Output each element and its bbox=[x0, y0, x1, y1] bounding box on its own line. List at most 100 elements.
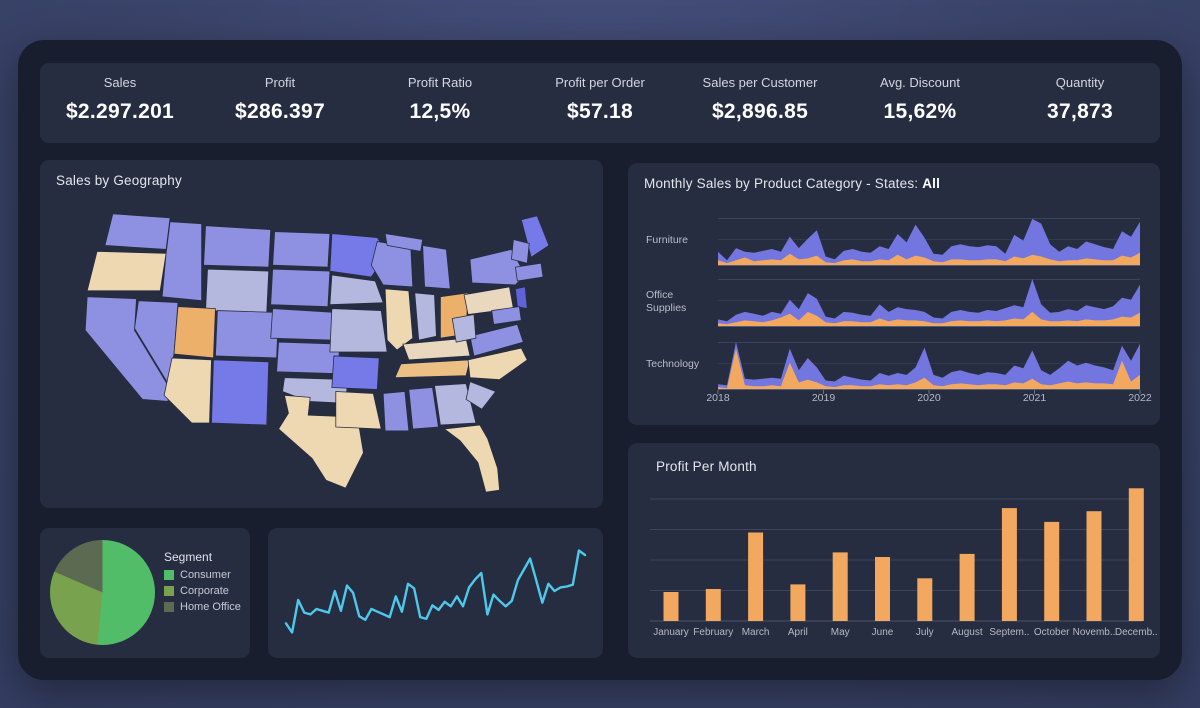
bar-march[interactable] bbox=[748, 532, 764, 622]
kpi-label: Profit per Order bbox=[555, 75, 645, 90]
legend-item-corporate[interactable]: Corporate bbox=[164, 585, 241, 597]
us-map[interactable] bbox=[72, 204, 572, 500]
x-tick-2018: 2018 bbox=[706, 392, 730, 404]
state-WV[interactable] bbox=[451, 314, 477, 343]
sales-area-technology[interactable] bbox=[718, 342, 1140, 389]
home-office-swatch-icon bbox=[164, 602, 174, 612]
state-MA_CT_RI[interactable] bbox=[514, 262, 544, 282]
states-filter-value[interactable]: All bbox=[922, 176, 941, 191]
area-chart-technology[interactable] bbox=[717, 342, 1141, 395]
sparkline-path[interactable] bbox=[284, 549, 587, 634]
sales-area-furniture[interactable] bbox=[718, 218, 1140, 265]
kpi-sales-per-customer[interactable]: Sales per Customer $2,896.85 bbox=[680, 63, 840, 143]
x-tick-2021: 2021 bbox=[1022, 392, 1047, 404]
state-IL[interactable] bbox=[384, 288, 414, 351]
state-IN[interactable] bbox=[414, 292, 437, 341]
consumer-swatch-icon bbox=[164, 570, 174, 580]
bar-october[interactable] bbox=[1044, 521, 1060, 621]
sales-by-geography-panel: Sales by Geography bbox=[40, 160, 603, 508]
kpi-value: $2.297.201 bbox=[65, 100, 175, 123]
state-NJ[interactable] bbox=[514, 286, 528, 310]
bar-april[interactable] bbox=[790, 584, 806, 621]
state-ID[interactable] bbox=[161, 221, 203, 302]
kpi-profit-ratio[interactable]: Profit Ratio 12,5% bbox=[360, 63, 520, 143]
bar-label-march: March bbox=[742, 627, 770, 638]
bar-septem[interactable] bbox=[1001, 508, 1017, 621]
bar-january[interactable] bbox=[663, 592, 679, 621]
state-GA[interactable] bbox=[434, 383, 477, 426]
state-SC[interactable] bbox=[465, 381, 497, 410]
kpi-label: Profit Ratio bbox=[407, 75, 473, 90]
bar-label-january: January bbox=[653, 627, 689, 638]
state-MT[interactable] bbox=[203, 225, 272, 268]
bar-label-july: July bbox=[916, 627, 934, 638]
bar-decemb[interactable] bbox=[1128, 488, 1144, 621]
state-TN[interactable] bbox=[394, 359, 471, 379]
x-tick-2022: 2022 bbox=[1128, 392, 1152, 404]
state-IA[interactable] bbox=[329, 274, 384, 306]
kpi-profit-per-order[interactable]: Profit per Order $57.18 bbox=[520, 63, 680, 143]
bar-label-novemb: Novemb.. bbox=[1073, 627, 1116, 638]
corporate-swatch-icon bbox=[164, 586, 174, 596]
legend-title: Segment bbox=[164, 550, 213, 564]
legend-label: Home Office bbox=[180, 601, 241, 613]
state-VT_NH[interactable] bbox=[511, 239, 530, 264]
bar-label-decemb: Decemb.. bbox=[1115, 627, 1158, 638]
state-NM[interactable] bbox=[211, 359, 270, 426]
profit-bar-chart[interactable]: January February March April May June July Augu… bbox=[646, 485, 1162, 645]
kpi-label: Avg. Discount bbox=[880, 75, 960, 90]
state-AZ[interactable] bbox=[163, 357, 212, 424]
kpi-value: 12,5% bbox=[409, 100, 471, 123]
state-ND[interactable] bbox=[272, 231, 331, 268]
sales-sparkline-chart[interactable] bbox=[280, 538, 591, 646]
monthly-panel-title: Monthly Sales by Product Category - Stat… bbox=[644, 176, 941, 191]
profit-area-office-supplies[interactable] bbox=[718, 311, 1140, 326]
kpi-avg-discount[interactable]: Avg. Discount 15,62% bbox=[840, 63, 1000, 143]
segment-pie-chart[interactable] bbox=[50, 540, 155, 645]
state-UT[interactable] bbox=[173, 306, 216, 359]
dashboard-container: Sales $2.297.201 Profit $286.397 Profit … bbox=[18, 40, 1182, 680]
x-tick-2019: 2019 bbox=[811, 392, 836, 404]
kpi-profit[interactable]: Profit $286.397 bbox=[200, 63, 360, 143]
bar-february[interactable] bbox=[705, 589, 721, 621]
state-KY[interactable] bbox=[402, 337, 471, 361]
bar-novemb[interactable] bbox=[1086, 511, 1102, 621]
bar-july[interactable] bbox=[917, 578, 933, 621]
profit-area-technology[interactable] bbox=[718, 348, 1140, 389]
state-WY[interactable] bbox=[205, 268, 270, 313]
kpi-quantity[interactable]: Quantity 37,873 bbox=[1000, 63, 1160, 143]
state-MI_UP[interactable] bbox=[384, 233, 424, 252]
bar-label-february: February bbox=[693, 627, 733, 638]
legend-item-home-office[interactable]: Home Office bbox=[164, 601, 241, 613]
state-FL[interactable] bbox=[443, 424, 501, 493]
profit-area-furniture[interactable] bbox=[718, 252, 1140, 265]
kpi-sales[interactable]: Sales $2.297.201 bbox=[40, 63, 200, 143]
state-MD_DE[interactable] bbox=[491, 306, 522, 325]
bar-august[interactable] bbox=[959, 553, 975, 621]
state-AL[interactable] bbox=[408, 387, 439, 430]
legend-item-consumer[interactable]: Consumer bbox=[164, 569, 241, 581]
bar-may[interactable] bbox=[832, 552, 848, 621]
state-OR[interactable] bbox=[86, 250, 167, 292]
state-VA[interactable] bbox=[469, 323, 524, 357]
state-NE[interactable] bbox=[270, 308, 337, 341]
state-SD[interactable] bbox=[270, 268, 331, 308]
state-MO[interactable] bbox=[329, 308, 388, 353]
state-NC[interactable] bbox=[467, 347, 528, 381]
bar-label-april: April bbox=[788, 627, 808, 638]
bar-label-june: June bbox=[872, 627, 894, 638]
profit-per-month-panel: Profit Per Month January February March Apr… bbox=[628, 443, 1160, 658]
state-LA[interactable] bbox=[335, 391, 382, 430]
state-MI[interactable] bbox=[422, 244, 451, 290]
monthly-sales-panel: Monthly Sales by Product Category - Stat… bbox=[628, 163, 1160, 425]
state-CO[interactable] bbox=[215, 310, 279, 359]
state-WA[interactable] bbox=[104, 213, 171, 250]
area-chart-furniture[interactable] bbox=[718, 218, 1140, 271]
state-AR[interactable] bbox=[331, 355, 380, 390]
kpi-label: Sales per Customer bbox=[702, 75, 818, 90]
bar-june[interactable] bbox=[875, 557, 890, 621]
bar-panel-title: Profit Per Month bbox=[656, 459, 757, 474]
state-MS[interactable] bbox=[382, 391, 410, 432]
area-chart-office-supplies[interactable] bbox=[718, 279, 1140, 332]
segment-legend: Segment Consumer Corporate Home Office bbox=[164, 550, 241, 613]
